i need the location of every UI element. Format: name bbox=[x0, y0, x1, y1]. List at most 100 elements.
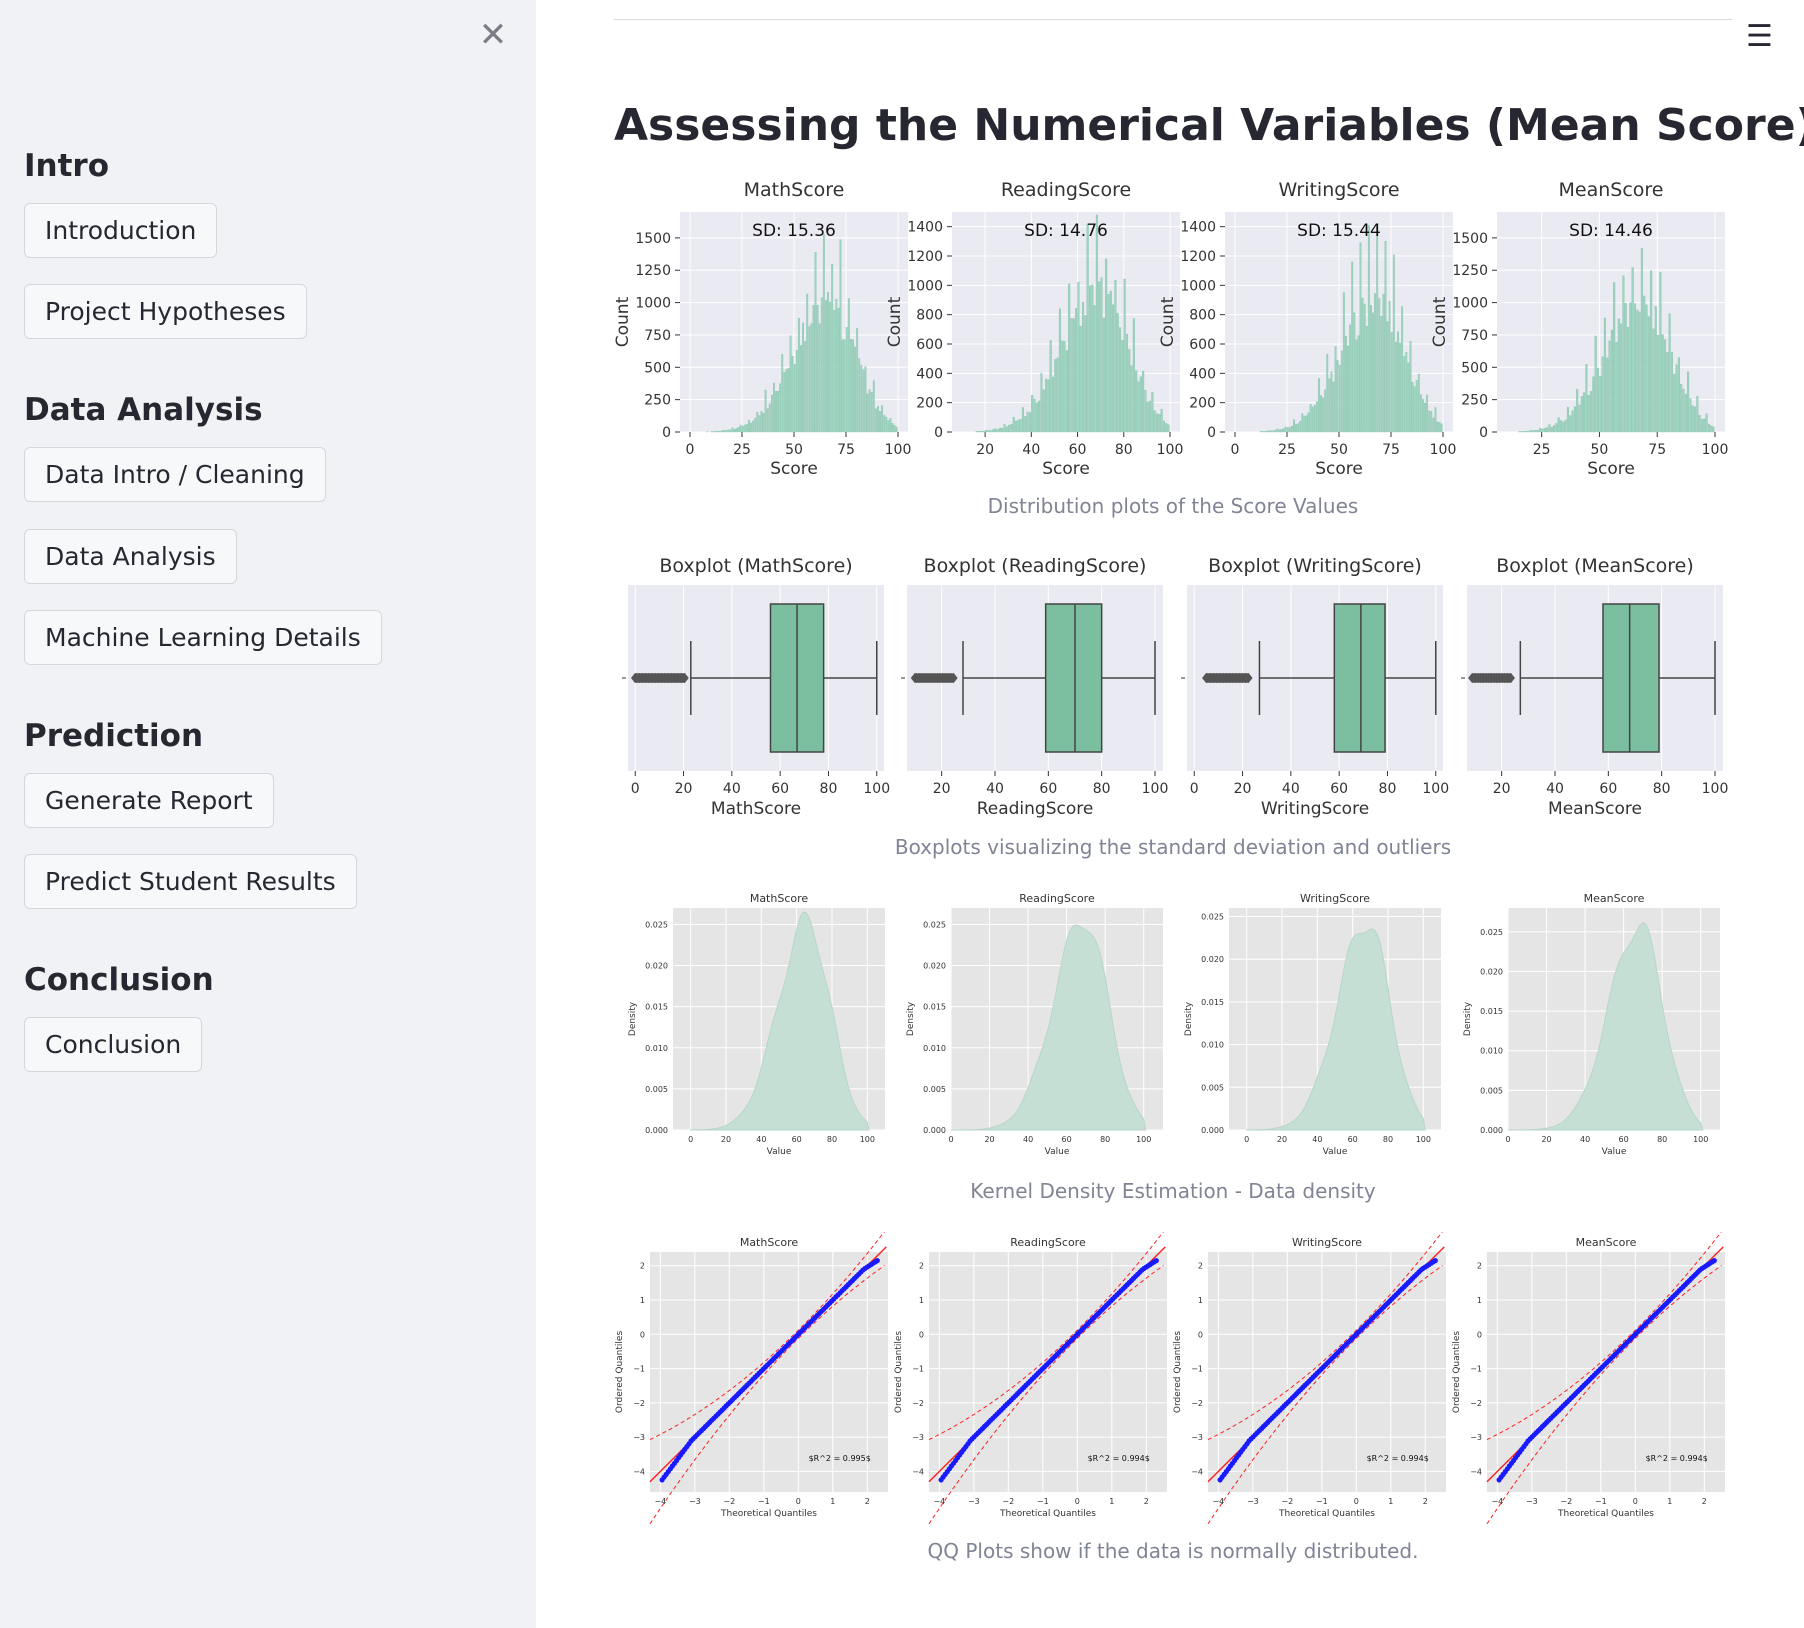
hist-bar bbox=[1008, 424, 1011, 433]
hist-bar bbox=[1021, 407, 1025, 433]
conclusion-button[interactable]: Conclusion bbox=[24, 1017, 203, 1072]
hist-bar bbox=[1278, 429, 1281, 433]
hist-bar bbox=[852, 339, 854, 433]
hist-bar bbox=[806, 293, 809, 433]
y-tick-label: 1250 bbox=[1452, 263, 1488, 279]
hist-bar bbox=[1640, 248, 1643, 433]
boxplot-ReadingScore: 20 40 60 80 100 Boxplot (ReadingScore) Reading… bbox=[901, 555, 1168, 819]
hist-bar bbox=[1274, 429, 1277, 433]
hist-bar bbox=[1280, 429, 1283, 433]
machine-learning-details-button[interactable]: Machine Learning Details bbox=[24, 610, 382, 665]
hist-bar bbox=[1010, 424, 1013, 433]
hist-bar bbox=[1374, 293, 1377, 433]
y-tick-label: 600 bbox=[1189, 337, 1216, 353]
x-axis-label: Score bbox=[1042, 459, 1090, 479]
hist-bar bbox=[1268, 430, 1270, 433]
hist-bar bbox=[1682, 388, 1685, 433]
hist-bar bbox=[1650, 270, 1653, 433]
predict-student-results-button[interactable]: Predict Student Results bbox=[24, 854, 357, 909]
hist-bar bbox=[1109, 290, 1112, 433]
hist-bar bbox=[1562, 421, 1565, 433]
hist-bar bbox=[741, 425, 744, 433]
sidebar: ✕ Intro Introduction Project Hypotheses … bbox=[0, 0, 536, 1628]
x-tick-label: 0 bbox=[1244, 1135, 1249, 1144]
project-hypotheses-button[interactable]: Project Hypotheses bbox=[24, 284, 307, 339]
y-tick-label: 0 bbox=[1477, 1330, 1482, 1339]
data-intro-cleaning-button[interactable]: Data Intro / Cleaning bbox=[24, 447, 326, 502]
x-axis-label: Score bbox=[770, 459, 818, 479]
qq-point bbox=[1432, 1258, 1438, 1264]
y-tick-label: 0 bbox=[1207, 425, 1216, 441]
hist-bar bbox=[1536, 430, 1539, 433]
hist-bar bbox=[1072, 318, 1075, 433]
x-tick-label: 100 bbox=[885, 442, 912, 458]
x-tick-label: 60 bbox=[771, 781, 789, 797]
x-tick-label: −1 bbox=[1316, 1497, 1328, 1506]
x-tick-label: 20 bbox=[1493, 781, 1511, 797]
hist-bar bbox=[1063, 341, 1066, 433]
x-tick-label: 100 bbox=[1422, 781, 1449, 797]
x-tick-label: 80 bbox=[1115, 442, 1133, 458]
hist-bar bbox=[1349, 324, 1352, 433]
x-tick-label: −3 bbox=[1247, 1497, 1259, 1506]
x-tick-label: 25 bbox=[733, 442, 751, 458]
y-tick-label: 0.010 bbox=[645, 1044, 668, 1053]
hist-bar bbox=[1520, 431, 1523, 433]
x-tick-label: 20 bbox=[933, 781, 951, 797]
hist-bar bbox=[1151, 392, 1154, 433]
hist-bar bbox=[1409, 341, 1412, 433]
hist-bar bbox=[1272, 430, 1275, 433]
kde-area bbox=[689, 911, 870, 1131]
chart-title: Boxplot (WritingScore) bbox=[1208, 555, 1422, 577]
close-icon[interactable]: ✕ bbox=[478, 15, 508, 55]
y-tick-label: 0.025 bbox=[923, 920, 946, 929]
hist-bar bbox=[1017, 419, 1020, 433]
y-tick-label: 200 bbox=[1189, 396, 1216, 412]
y-tick-label: 0 bbox=[934, 425, 943, 441]
y-tick-label: 0.000 bbox=[923, 1126, 946, 1135]
hist-bar bbox=[1130, 365, 1133, 433]
hist-bar bbox=[1677, 357, 1680, 433]
x-tick-label: 0 bbox=[631, 781, 640, 797]
x-tick-label: 20 bbox=[1234, 781, 1252, 797]
hamburger-menu-icon[interactable]: ☰ bbox=[1746, 19, 1773, 54]
hist-bar bbox=[1700, 418, 1704, 433]
sd-annotation: SD: 15.36 bbox=[752, 221, 836, 241]
kde-ReadingScore: 0.000 0.005 0.010 0.015 0.020 0.025 0 20 40 60 80 1… bbox=[906, 892, 1163, 1157]
y-tick-label: 600 bbox=[916, 337, 943, 353]
hist-bar bbox=[818, 323, 821, 433]
hist-bar bbox=[1592, 376, 1595, 433]
hist-bar bbox=[975, 431, 978, 433]
x-tick-label: 1 bbox=[1667, 1497, 1672, 1506]
hist-bar bbox=[1559, 420, 1563, 433]
hist-bar bbox=[1351, 261, 1354, 433]
hist-bar bbox=[1261, 431, 1264, 433]
y-tick-label: 400 bbox=[916, 366, 943, 382]
hist-bar bbox=[1322, 397, 1325, 433]
generate-report-button[interactable]: Generate Report bbox=[24, 773, 274, 828]
y-tick-label: 2 bbox=[1477, 1262, 1482, 1271]
y-axis-label: Ordered Quantiles bbox=[615, 1331, 625, 1414]
hist-bar bbox=[1557, 417, 1560, 433]
x-axis-label: MeanScore bbox=[1548, 799, 1642, 819]
hist-bar bbox=[874, 408, 877, 433]
divider bbox=[614, 19, 1732, 20]
data-analysis-button[interactable]: Data Analysis bbox=[24, 529, 237, 584]
y-tick-label: 1 bbox=[1198, 1296, 1203, 1305]
y-tick-label: 2 bbox=[640, 1262, 645, 1271]
page-title: Assessing the Numerical Variables (Mean … bbox=[614, 100, 1804, 151]
chart-title: WritingScore bbox=[1300, 892, 1370, 905]
x-tick-label: 20 bbox=[1277, 1135, 1287, 1144]
hist-bar bbox=[1539, 427, 1542, 433]
hist-bar bbox=[837, 308, 840, 433]
introduction-button[interactable]: Introduction bbox=[24, 203, 218, 258]
x-tick-label: 60 bbox=[1330, 781, 1348, 797]
hist-bar bbox=[1654, 306, 1657, 433]
hist-bar bbox=[1132, 318, 1135, 433]
hist-bar bbox=[1162, 420, 1165, 433]
x-tick-label: 25 bbox=[1278, 442, 1296, 458]
hist-bar bbox=[718, 430, 721, 433]
hist-bar bbox=[977, 431, 981, 433]
caption-kde: Kernel Density Estimation - Data density bbox=[970, 1179, 1376, 1203]
hist-bar bbox=[1430, 411, 1433, 433]
